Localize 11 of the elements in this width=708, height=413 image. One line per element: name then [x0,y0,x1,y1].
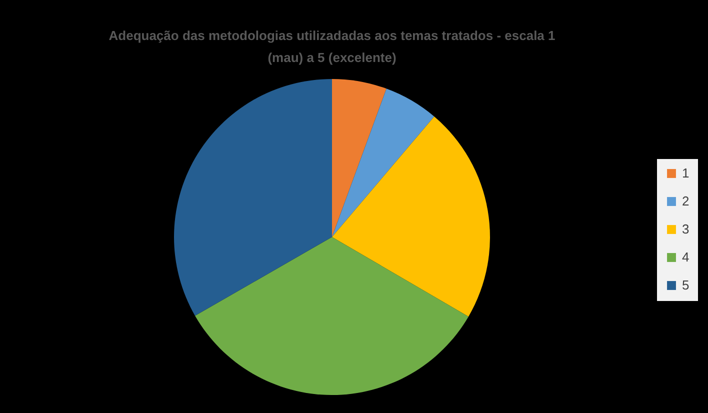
pie-slice [174,79,332,316]
pie-slice [332,79,386,237]
legend-label: 1 [682,166,690,180]
pie-slice [332,88,434,237]
legend-label: 5 [682,278,690,292]
legend-label: 3 [682,222,690,236]
pie-slice [195,237,468,395]
legend-label: 2 [682,194,690,208]
chart-title: Adequação das metodologias utilizadadas aos temas tratados - escala 1 (mau) a 5 (excelente) [108,28,556,65]
legend-label: 4 [682,250,690,264]
pie-slice [332,116,490,317]
